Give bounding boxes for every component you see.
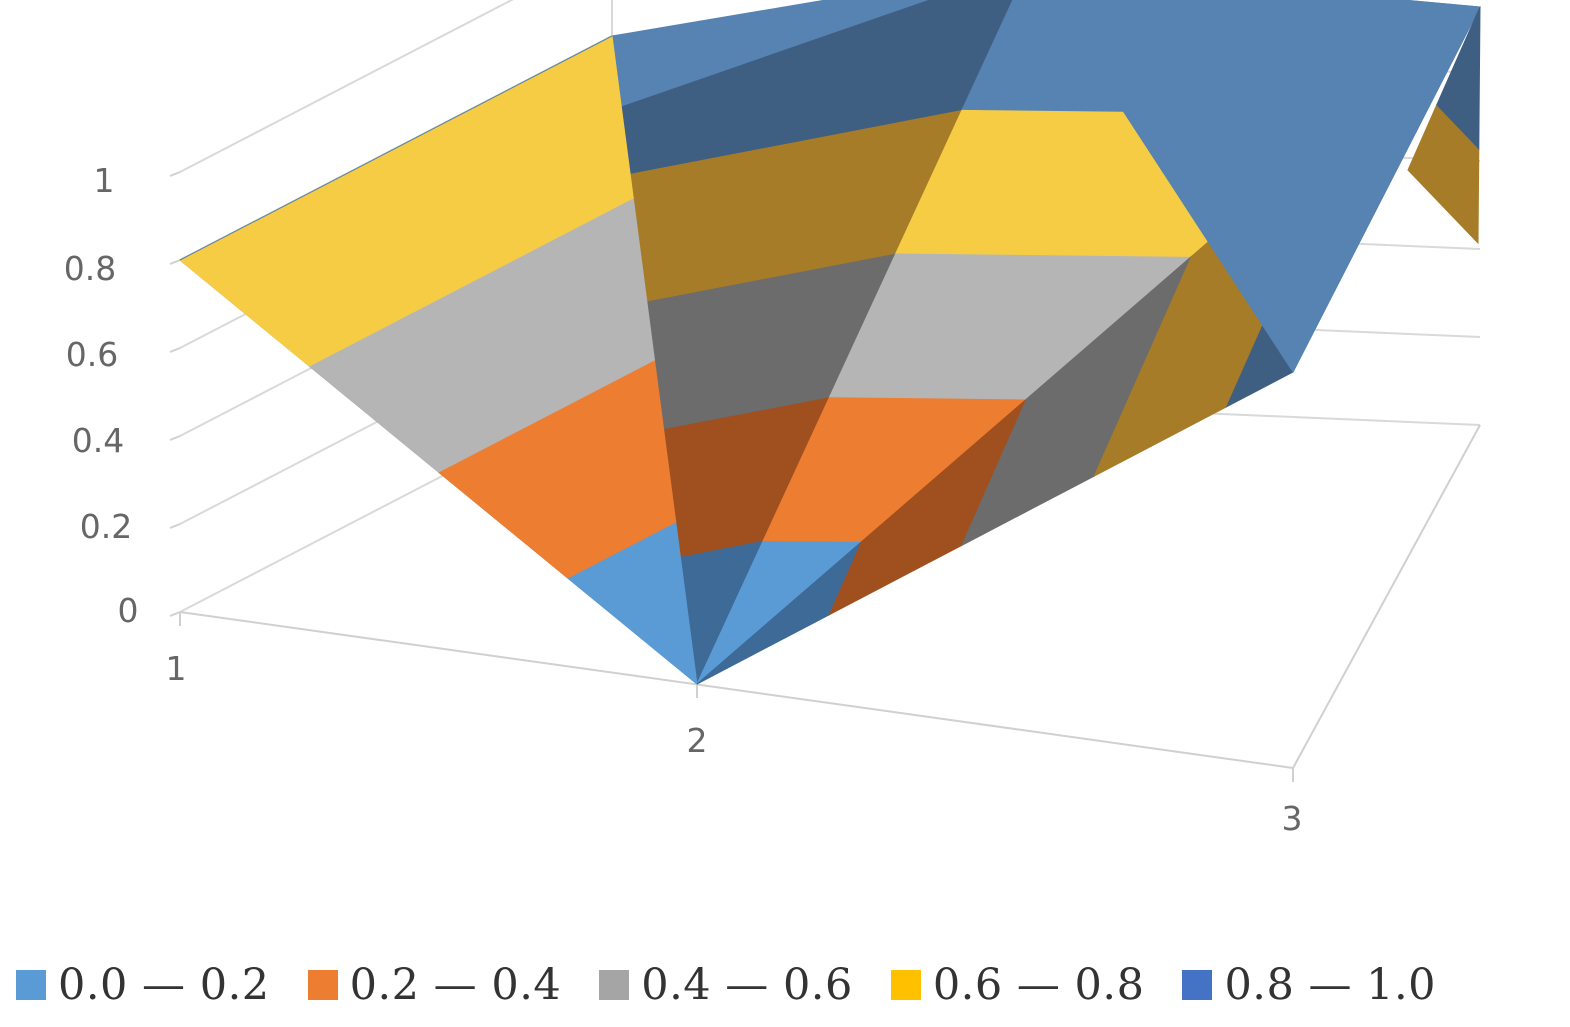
z-tick-label: 0.8	[64, 249, 116, 288]
surface-band-patch	[1050, 0, 1481, 373]
legend-item: 0.4 — 0.6	[599, 960, 853, 1010]
legend-swatch	[1182, 970, 1213, 1000]
z-tick-mark	[169, 259, 181, 265]
z-tick-mark	[169, 611, 181, 617]
x-tick-label: 2	[687, 721, 708, 760]
legend-swatch	[890, 970, 921, 1000]
z-tick-mark	[169, 435, 181, 441]
legend-label: 0.2 — 0.4	[349, 960, 562, 1010]
legend-label: 0.6 — 0.8	[932, 960, 1145, 1010]
surface-band-patch	[1436, 6, 1481, 150]
x-tick-label: 3	[1282, 799, 1303, 838]
legend-swatch	[599, 970, 630, 1000]
x-axis-line	[179, 611, 1294, 769]
z-tick-mark	[169, 347, 181, 353]
z-tick-label: 0.4	[72, 421, 124, 460]
z-tick-label: 0.6	[66, 335, 118, 374]
legend-item: 0.6 — 0.8	[890, 960, 1145, 1010]
legend-label: 0.4 — 0.6	[641, 960, 853, 1010]
gridline	[179, 0, 514, 173]
surface-layer	[178, 0, 1482, 686]
legend: 0.0 — 0.2 0.2 — 0.4 0.4 — 0.6 0.6 — 0.8 …	[0, 955, 1570, 1015]
tick-layer: 0 0.2 0.4 0.6 0.8 1 1 2 3	[64, 161, 1303, 838]
z-tick-label: 0.2	[80, 507, 132, 546]
legend-swatch	[16, 970, 46, 1000]
legend-swatch	[307, 970, 338, 1000]
z-tick-mark	[169, 523, 181, 529]
depth-axis-line	[1292, 424, 1481, 769]
legend-item: 0.8 — 1.0	[1182, 960, 1436, 1010]
z-tick-mark	[169, 171, 181, 177]
legend-label: 0.8 — 1.0	[1224, 960, 1437, 1010]
legend-label: 0.0 — 0.2	[58, 960, 270, 1010]
surface-band-patch	[179, 35, 613, 261]
x-tick-label: 1	[166, 649, 187, 688]
z-tick-label: 0	[118, 591, 139, 630]
z-tick-label: 1	[94, 161, 115, 200]
legend-item: 0.2 — 0.4	[307, 960, 562, 1010]
legend-item: 0.0 — 0.2	[16, 960, 270, 1010]
